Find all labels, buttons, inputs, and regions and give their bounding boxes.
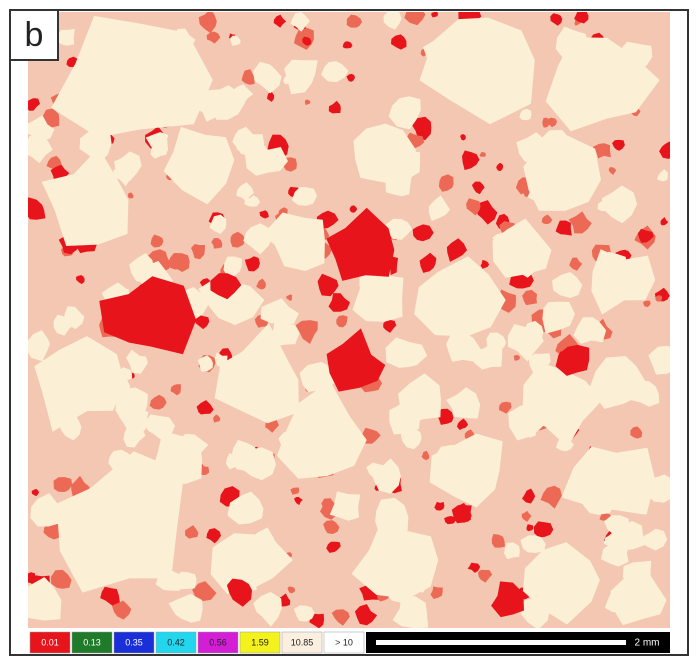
legend-label: 0.35 (125, 637, 143, 647)
legend-label: > 10 (335, 637, 353, 647)
legend-label: 0.56 (209, 637, 227, 647)
legend-label: 10.85 (291, 637, 314, 647)
legend-label: 0.13 (83, 637, 101, 647)
page: {"panel_label": "b", "legend": [ {"label… (0, 0, 698, 662)
scale-label: 2 mm (635, 638, 660, 649)
micrograph (14, 4, 680, 629)
figure: b 0.01 0.13 0.35 0.42 0.56 1.59 10.85 > 10 2 mm (0, 0, 698, 662)
panel-label: b (25, 16, 44, 54)
scale-bar (376, 640, 626, 645)
legend-label: 0.01 (41, 637, 59, 647)
legend-label: 1.59 (251, 637, 269, 647)
legend-label: 0.42 (167, 637, 185, 647)
